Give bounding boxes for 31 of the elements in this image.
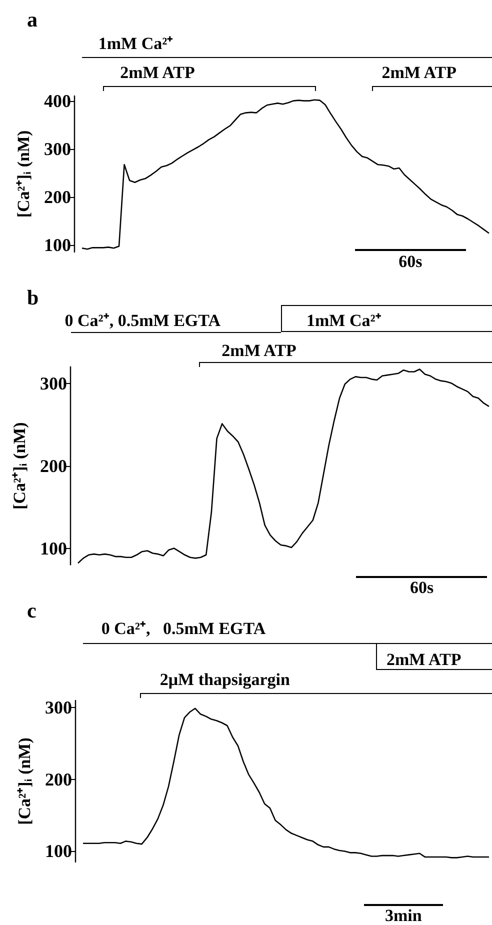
y-tick-label: 400 — [44, 90, 71, 111]
y-tick-label: 100 — [40, 538, 67, 558]
y-tick-label: 300 — [44, 138, 71, 159]
y-tick-label: 200 — [44, 186, 71, 207]
text: 1mM Ca²⁺ — [98, 34, 174, 53]
text: 3min — [385, 906, 422, 925]
y-tick-label: 300 — [40, 373, 67, 394]
text: 0 Ca²⁺, 0.5mM EGTA — [64, 311, 220, 330]
text: 2mM ATP — [120, 63, 195, 82]
text: 1mM Ca²⁺ — [306, 311, 382, 330]
line-series — [82, 708, 490, 858]
y-tick-label: 200 — [40, 456, 67, 476]
y-tick-label: 100 — [45, 841, 72, 862]
line-series — [77, 368, 490, 564]
text: 2μM thapsigargin — [160, 670, 290, 689]
text: 2mM ATP — [386, 650, 462, 669]
y-axis-title: [Ca²⁺]ᵢ (nM) — [10, 422, 29, 510]
y-axis-title: [Ca²⁺]ᵢ (nM) — [15, 738, 34, 825]
text: 0 Ca²⁺, 0.5mM EGTA — [101, 619, 266, 638]
y-tick-label: 100 — [44, 234, 71, 255]
y-axis-title: [Ca²⁺]ᵢ (nM) — [14, 130, 33, 218]
text: 60s — [410, 578, 434, 597]
y-tick-label: 200 — [45, 769, 72, 790]
chart-title: b — [27, 286, 39, 310]
text: 2mM ATP — [222, 341, 296, 360]
chart-title: a — [27, 8, 38, 32]
annotation: 60s — [398, 252, 422, 271]
y-tick-label: 300 — [45, 698, 72, 718]
text: 2mM ATP — [382, 63, 456, 82]
chart-title: c — [27, 598, 36, 622]
line-series — [81, 99, 490, 250]
